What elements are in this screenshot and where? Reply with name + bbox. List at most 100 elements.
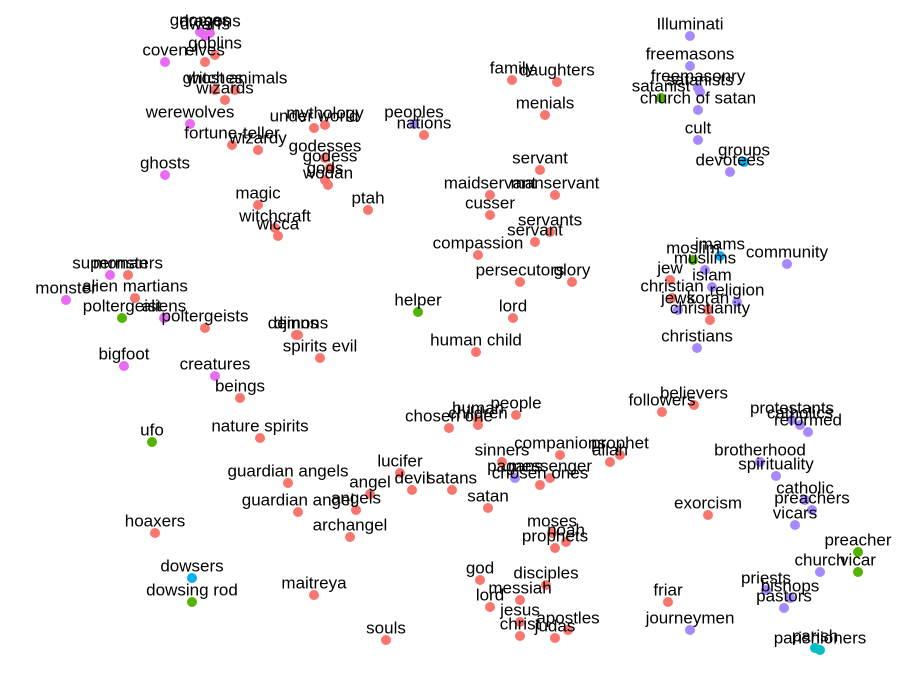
point-label: gods <box>307 158 344 177</box>
point-label: helper <box>394 290 442 309</box>
point <box>187 573 197 583</box>
point-label: glory <box>554 260 591 279</box>
point <box>507 75 517 85</box>
point-label: christianity <box>670 298 751 317</box>
point <box>447 485 457 495</box>
point-label: satanists <box>666 70 733 89</box>
point <box>475 575 485 585</box>
point-label: pagans <box>487 456 543 475</box>
point-label: wizardy <box>228 128 287 147</box>
point-label: menials <box>516 93 575 112</box>
point <box>685 625 695 635</box>
point-label: christ <box>500 614 541 633</box>
point <box>563 625 573 635</box>
point-label: people <box>490 393 541 412</box>
point-label: alien martians <box>82 276 188 295</box>
point <box>550 543 560 553</box>
point-label: aliens <box>142 296 186 315</box>
point-label: islam <box>692 265 732 284</box>
point <box>200 323 210 333</box>
point <box>685 61 695 71</box>
point-label: catholics <box>767 403 833 422</box>
point-label: messiah <box>488 578 551 597</box>
point <box>413 307 423 317</box>
point <box>253 200 263 210</box>
point-label: daughters <box>519 60 595 79</box>
point <box>535 480 545 490</box>
point-label: parishioners <box>774 628 867 647</box>
point-label: church of satan <box>640 88 756 107</box>
point-label: Illuminati <box>656 14 723 33</box>
point <box>693 105 703 115</box>
point <box>615 450 625 460</box>
point-label: elves <box>185 40 225 59</box>
point-label: bigfoot <box>98 344 149 363</box>
point-label: maitreya <box>281 573 347 592</box>
point <box>705 315 715 325</box>
point-label: compassion <box>433 233 524 252</box>
point <box>315 353 325 363</box>
point-label: demons <box>268 313 328 332</box>
point <box>320 153 330 163</box>
point-label: satanist <box>632 76 691 95</box>
point-label: vicar <box>840 550 876 569</box>
point <box>707 282 717 292</box>
point-label: persecutors <box>476 260 565 279</box>
point-label: gnomes <box>170 10 230 29</box>
point-label: monsters <box>93 253 163 272</box>
point-label: priests <box>741 568 791 587</box>
point <box>703 305 713 315</box>
point <box>363 205 373 215</box>
point <box>325 163 335 173</box>
point-label: moses <box>527 511 577 530</box>
point-label: koran <box>687 288 730 307</box>
point <box>309 590 319 600</box>
point-label: under world <box>270 106 359 125</box>
point <box>715 251 725 261</box>
point-label: djinns <box>274 313 318 332</box>
point <box>656 93 666 103</box>
point-label: wizards <box>195 78 254 97</box>
point <box>663 597 673 607</box>
point <box>123 270 133 280</box>
point-label: spirits evil <box>283 336 358 355</box>
point-label: exorcism <box>674 493 742 512</box>
point-label: maidservant <box>444 173 537 192</box>
point-label: chosen ones <box>492 463 588 482</box>
point-label: servants <box>518 210 582 229</box>
point <box>787 415 797 425</box>
point <box>771 471 781 481</box>
point <box>381 635 391 645</box>
point <box>270 223 280 233</box>
point-label: followers <box>628 390 695 409</box>
point-label: human child <box>430 330 522 349</box>
point-label: witches <box>186 68 244 87</box>
point <box>471 347 481 357</box>
point <box>732 297 742 307</box>
point <box>510 473 520 483</box>
point <box>535 165 545 175</box>
point <box>807 505 817 515</box>
point <box>130 293 140 303</box>
point <box>515 595 525 605</box>
point-label: fortune-teller <box>184 123 280 142</box>
point-label: children <box>448 403 508 422</box>
point <box>605 457 615 467</box>
point-label: human <box>452 398 504 417</box>
point-label: judas <box>534 616 576 635</box>
point-label: jesus <box>499 600 540 619</box>
point-label: coven <box>142 40 187 59</box>
point <box>220 95 230 105</box>
point-label: spirituality <box>738 454 814 473</box>
point <box>550 190 560 200</box>
point-label: chosen one <box>405 406 493 425</box>
point <box>853 567 863 577</box>
point-label: preachers <box>774 488 850 507</box>
point-label: family <box>490 58 535 77</box>
point <box>160 170 170 180</box>
point-label: vicars <box>773 503 817 522</box>
point-label: satan <box>467 486 509 505</box>
point <box>473 250 483 260</box>
point <box>117 313 127 323</box>
point-label: monster <box>35 278 97 297</box>
